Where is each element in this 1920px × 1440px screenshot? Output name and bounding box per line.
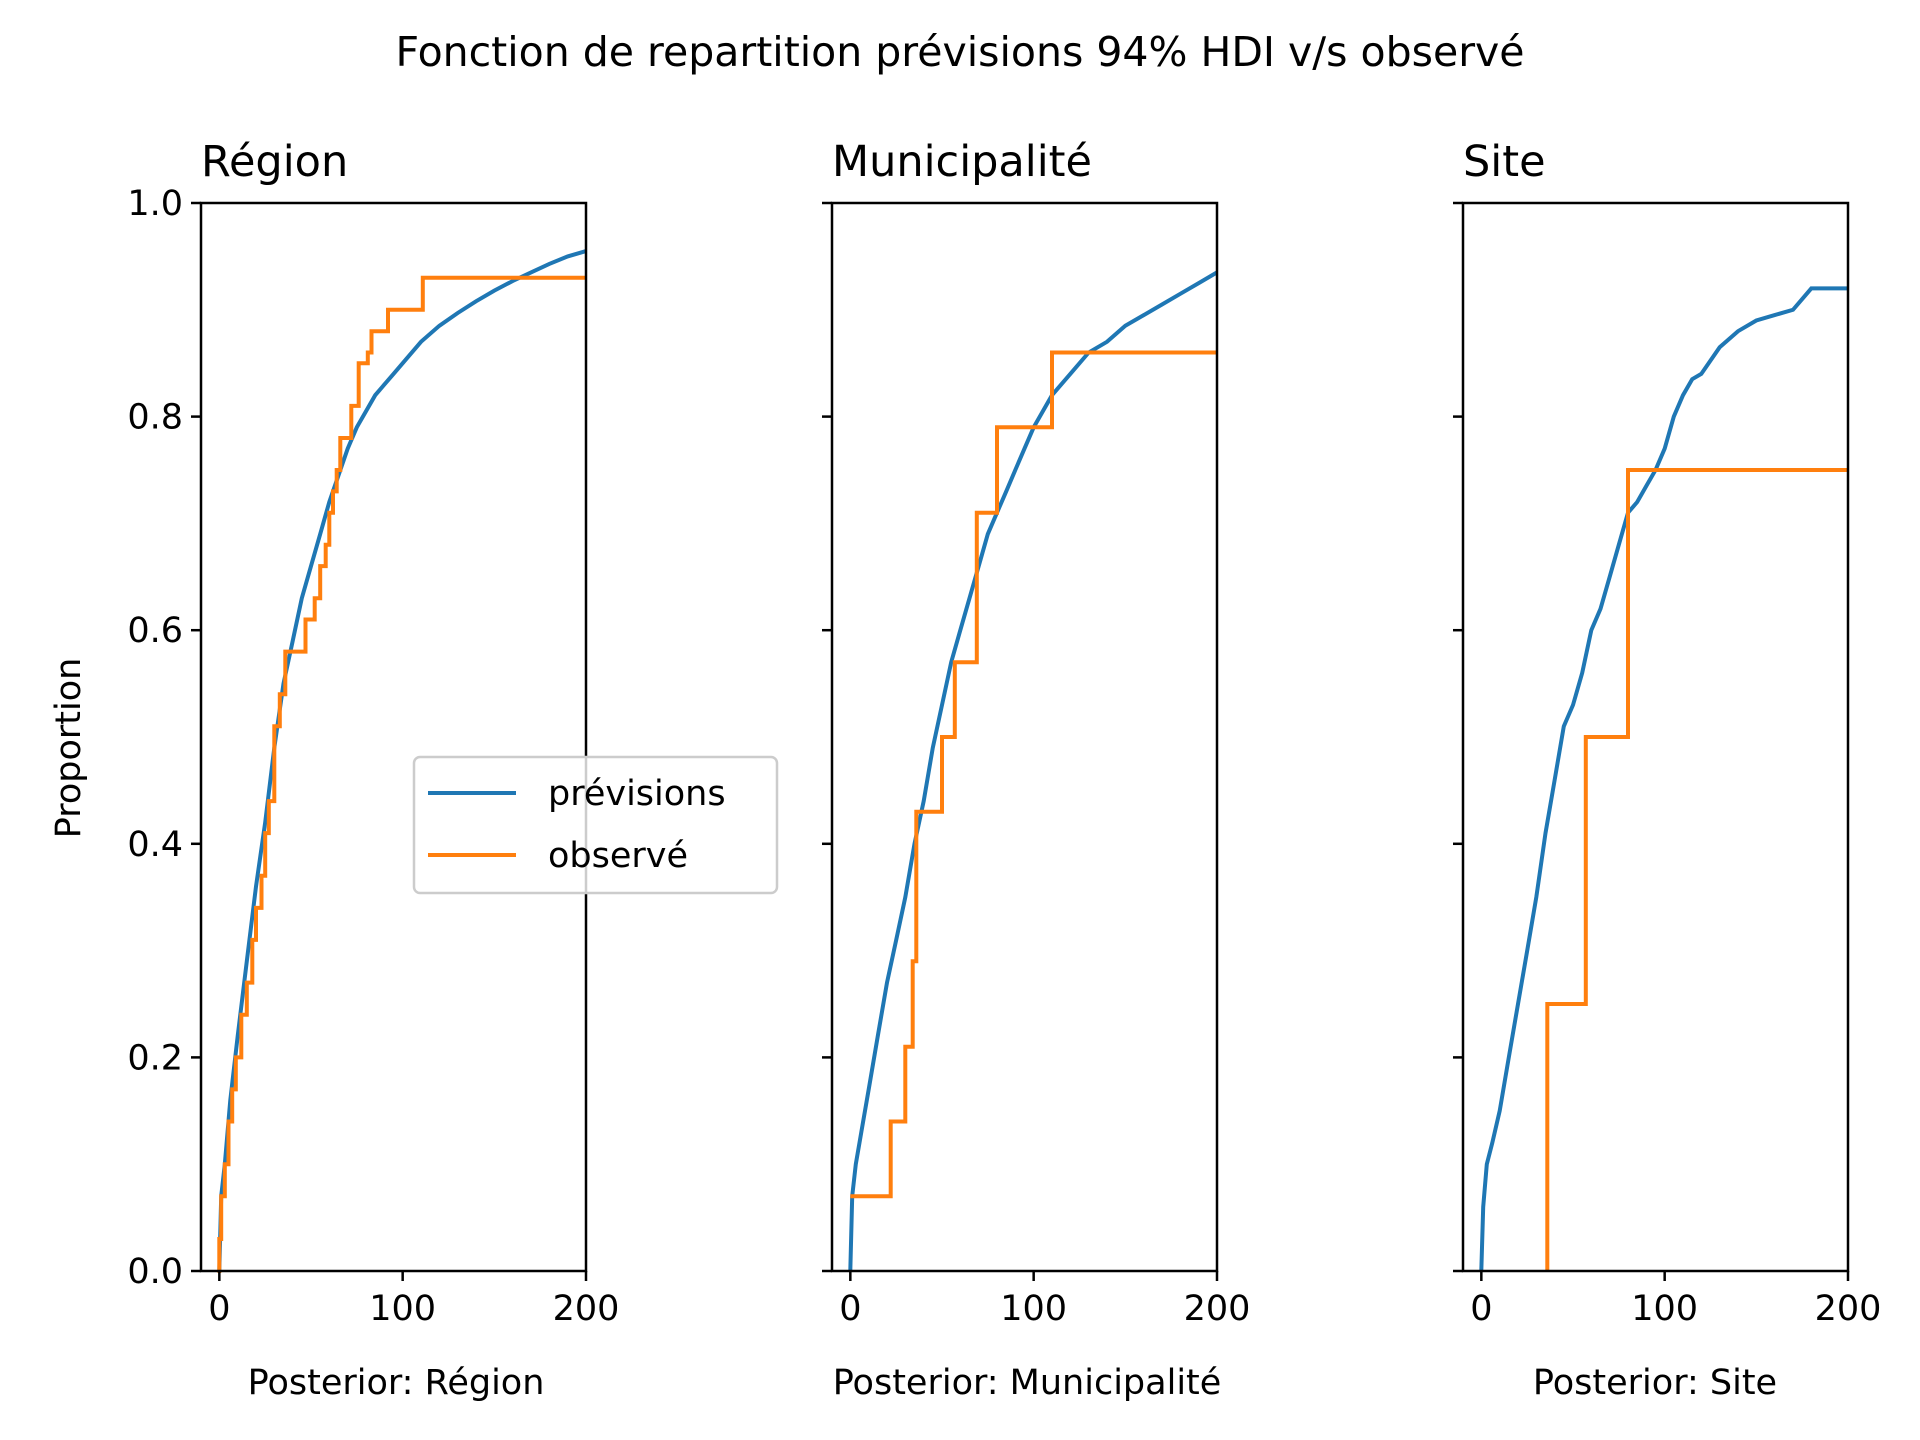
y-tick-label: 0.8 [127, 398, 183, 438]
legend-label-previsions: prévisions [548, 774, 726, 814]
series-line-previsions-site [1479, 286, 1848, 1272]
x-tick-label-municipalite: 0 [839, 1289, 861, 1329]
panel-region: Région 0 100 200 0.0 0.2 0.4 0.6 0.8 1.0 Posteri… [49, 137, 779, 1403]
plot-area-region: 0 100 200 0.0 0.2 0.4 0.6 0.8 1.0 [127, 184, 619, 1329]
y-tick-label: 0.0 [127, 1252, 183, 1292]
panel-municipalite: Municipalité 0 100 200 Posterior: Municipa… [822, 137, 1250, 1403]
x-axis-label-region: Posterior: Région [248, 1363, 545, 1403]
panel-title-municipalite: Municipalité [832, 137, 1092, 187]
figure-title: Fonction de repartition prévisions 94% H… [395, 28, 1524, 76]
x-axis-label-municipalite: Posterior: Municipalité [833, 1363, 1222, 1403]
legend: prévisions observé [412, 755, 779, 895]
panel-title-site: Site [1463, 137, 1546, 187]
x-tick-label-site: 200 [1815, 1289, 1882, 1329]
axes-frame-region [199, 201, 588, 1273]
y-tick-label: 0.6 [127, 611, 183, 651]
y-tick-label: 1.0 [127, 184, 183, 224]
axes-frame-municipalite [830, 201, 1219, 1273]
panel-title-region: Région [201, 137, 348, 187]
x-tick-label-region: 100 [369, 1289, 436, 1329]
x-tick-label-region: 0 [208, 1289, 230, 1329]
series-line-observe-site [1545, 468, 1848, 1271]
x-tick-label-site: 100 [1631, 1289, 1698, 1329]
y-tick-label: 0.2 [127, 1038, 183, 1078]
x-tick-label-site: 0 [1470, 1289, 1492, 1329]
x-tick-label-municipalite: 100 [1000, 1289, 1067, 1329]
axes-frame-site [1461, 201, 1850, 1273]
x-axis-label-site: Posterior: Site [1533, 1363, 1777, 1403]
plot-area-site: 0 100 200 [1453, 201, 1882, 1329]
series-line-observe-municipalite [850, 350, 1217, 1199]
series-line-observe-region [217, 275, 586, 1273]
x-tick-label-municipalite: 200 [1184, 1289, 1251, 1329]
plot-area-municipalite: 0 100 200 [822, 201, 1251, 1329]
panel-site: Site 0 100 200 Posterior: Site [1453, 137, 1881, 1403]
series-line-previsions-region [217, 249, 587, 1272]
x-tick-label-region: 200 [553, 1289, 620, 1329]
y-axis-label: Proportion [49, 658, 89, 839]
legend-label-observe: observé [548, 836, 688, 876]
y-tick-label: 0.4 [127, 825, 183, 865]
